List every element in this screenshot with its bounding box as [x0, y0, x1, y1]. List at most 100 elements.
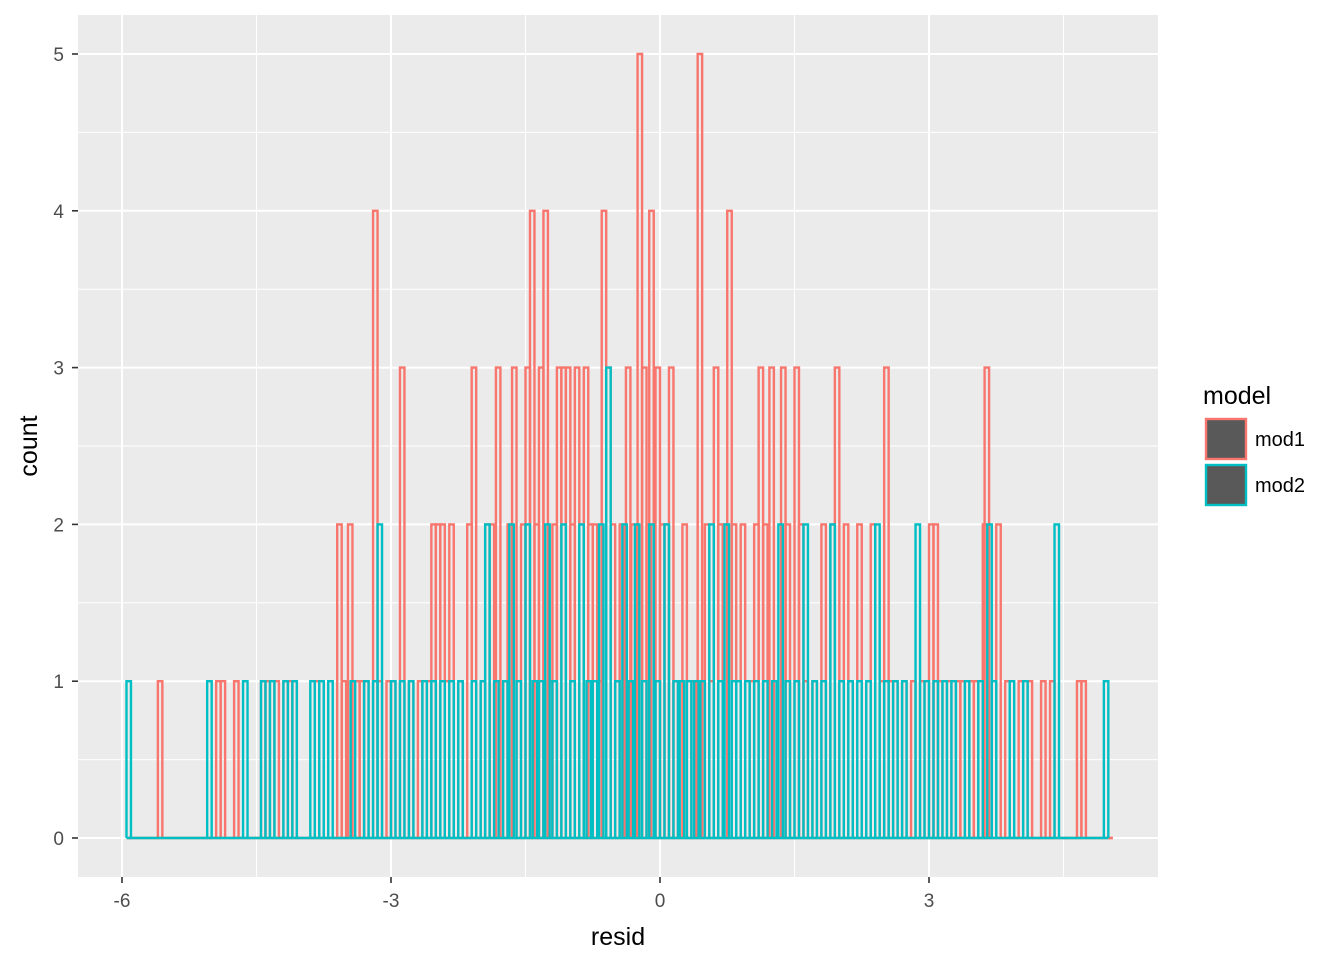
mod2-bar: [777, 523, 785, 838]
mod2-bar: [537, 680, 545, 838]
mod2-bar: [874, 523, 881, 838]
mod1-bar: [232, 680, 240, 838]
mod2-bar: [597, 523, 605, 838]
y-tick-label: 5: [53, 45, 64, 66]
y-tick-label: 2: [53, 515, 64, 536]
mod2-bar: [470, 680, 478, 838]
mod1-bar: [768, 366, 776, 838]
mod2-bar: [309, 680, 316, 838]
mod2-bar: [856, 680, 863, 838]
mod2-bar: [560, 523, 568, 838]
mod2-bar: [349, 680, 357, 838]
legend-title: model: [1203, 382, 1271, 410]
mod1-bar: [219, 680, 227, 838]
mod1-bar: [696, 52, 704, 838]
x-tick-label: -6: [114, 891, 131, 912]
mod2-bar: [761, 680, 769, 838]
mod2-bar: [430, 680, 438, 838]
mod2-bar: [784, 680, 792, 838]
legend-item-mod2: mod2: [1204, 463, 1305, 507]
mod1-bar: [1039, 680, 1047, 838]
mod2-bar: [205, 680, 213, 838]
mod2-bar: [891, 680, 899, 838]
mod2-bar: [508, 523, 516, 838]
mod2-bar: [648, 523, 655, 838]
legend-key-swatch: [1204, 417, 1248, 461]
mod1-bar: [156, 680, 164, 838]
mod2-bar: [605, 366, 612, 838]
mod2-bar: [735, 680, 742, 838]
mod2-bar: [457, 680, 464, 838]
legend: model mod1 mod2: [1203, 382, 1305, 507]
mod2-bar: [483, 523, 491, 838]
mod2-bar: [591, 680, 599, 838]
mod2-bar: [838, 680, 846, 838]
mod1-bar: [882, 366, 890, 838]
mod2-bar: [717, 680, 724, 838]
mod2-bar: [941, 680, 949, 838]
x-tick-label: -3: [383, 891, 400, 912]
mod2-bar: [551, 680, 559, 838]
mod2-bar: [990, 680, 998, 838]
mod2-bar: [692, 680, 700, 838]
mod2-bar: [515, 680, 523, 838]
mod2-bar: [1021, 680, 1029, 838]
legend-item-mod1: mod1: [1204, 417, 1305, 461]
mod2-bar: [865, 680, 872, 838]
mod1-bar: [470, 366, 478, 838]
mod1-bar: [983, 366, 991, 838]
mod2-bar: [627, 680, 635, 838]
mod2-bar: [407, 680, 415, 838]
y-tick-label: 1: [53, 672, 64, 693]
x-tick-label: 0: [655, 891, 666, 912]
mod2-bar: [448, 680, 455, 838]
y-tick-label: 3: [53, 359, 64, 380]
mod2-bar: [1008, 680, 1016, 838]
mod2-bar: [685, 680, 693, 838]
mod2-bar: [501, 680, 509, 838]
mod2-bar: [125, 680, 133, 838]
series-layer: [125, 52, 1113, 840]
mod1-bar: [494, 366, 502, 838]
mod2-bar: [1053, 523, 1061, 838]
mod2-bar: [847, 680, 854, 838]
mod2-bar: [977, 680, 985, 838]
mod2-bar: [578, 523, 585, 838]
mod2-bar: [699, 680, 707, 838]
mod2-bar: [268, 680, 276, 838]
x-axis-ticks: -6 -3 0 3: [114, 877, 934, 912]
mod2-bar: [544, 523, 551, 838]
legend-label: mod1: [1255, 429, 1305, 451]
mod2-bar: [882, 680, 890, 838]
mod2-bar: [900, 680, 908, 838]
mod2-bar: [672, 680, 680, 838]
mod2-bar: [923, 680, 931, 838]
mod2-bar: [963, 680, 971, 838]
mod2-bar: [621, 523, 629, 838]
mod2-bar: [376, 523, 384, 838]
mod2-bar: [752, 680, 760, 838]
mod2-bar: [678, 680, 686, 838]
series-mod2: [125, 366, 1110, 840]
mod2-bar: [640, 680, 648, 838]
mod2-bar: [439, 680, 446, 838]
mod2-bar: [259, 680, 267, 838]
mod2-bar: [531, 680, 539, 838]
mod2-bar: [421, 680, 429, 838]
mod2-bar: [585, 680, 593, 838]
mod2-bar: [524, 523, 532, 838]
mod2-bar: [829, 523, 837, 838]
mod2-bar: [362, 680, 370, 838]
mod2-bar: [492, 680, 500, 838]
mod2-bar: [398, 680, 406, 838]
mod1-bar: [1080, 680, 1088, 838]
mod2-bar: [663, 523, 671, 838]
mod2-bar: [569, 680, 577, 838]
y-axis-title: count: [15, 415, 43, 476]
legend-label: mod2: [1255, 475, 1305, 497]
y-tick-label: 0: [53, 829, 64, 850]
mod1-bar: [510, 366, 518, 838]
mod2-bar: [793, 680, 801, 838]
legend-key-swatch: [1204, 463, 1248, 507]
mod2-bar: [389, 680, 397, 838]
